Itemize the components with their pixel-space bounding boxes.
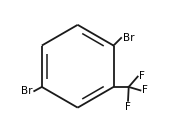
Text: Br: Br: [21, 86, 33, 96]
Text: F: F: [139, 71, 145, 81]
Text: F: F: [125, 102, 131, 112]
Text: Br: Br: [122, 33, 134, 43]
Text: F: F: [142, 85, 147, 95]
